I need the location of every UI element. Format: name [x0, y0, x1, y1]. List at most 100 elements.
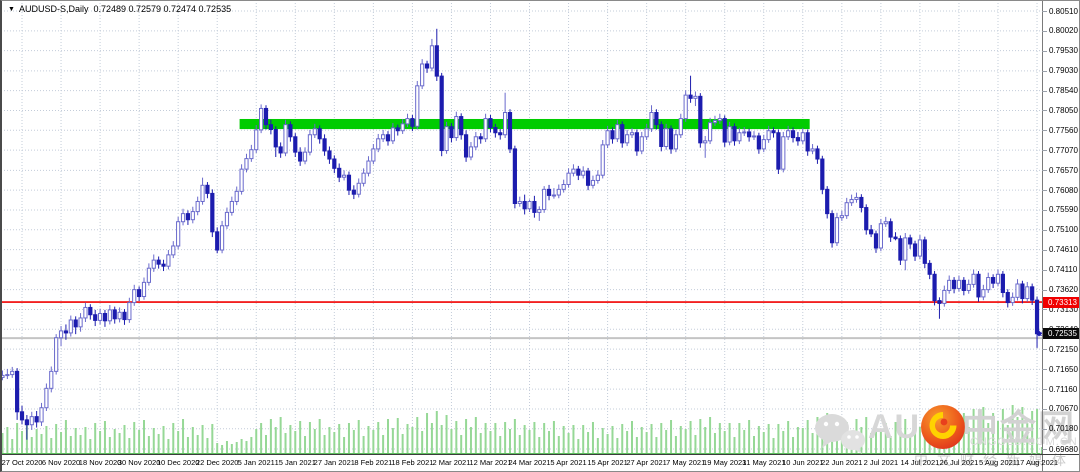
volume-bar [352, 430, 355, 453]
price-axis-label: 0.70180 [1049, 424, 1078, 434]
candle-body [122, 311, 127, 321]
volume-bar [465, 419, 468, 453]
candle-body [185, 213, 191, 221]
volume-bar [284, 433, 287, 453]
chart-title: AUDUSD-S,Daily 0.72489 0.72579 0.72474 0… [18, 4, 232, 14]
candle-body [244, 158, 249, 170]
candle-body [102, 313, 108, 322]
volume-bar [221, 445, 224, 453]
candle-body [34, 416, 39, 423]
candle-body [166, 254, 171, 267]
volume-bar [191, 427, 194, 453]
volume-bar [1016, 417, 1019, 453]
volume-bar [997, 421, 999, 453]
volume-bar [313, 429, 316, 453]
candle-body [532, 200, 537, 213]
volume-bar [674, 436, 677, 453]
candle-body [971, 273, 976, 285]
time-axis-label: 14 Jul 2021 [900, 458, 940, 467]
volume-bar [328, 427, 331, 453]
volume-bar [601, 428, 604, 453]
candle-body [707, 122, 713, 142]
volume-bar [533, 422, 536, 453]
volume-bar [957, 423, 960, 453]
volume-bar [796, 427, 799, 453]
volume-bar [938, 423, 941, 453]
volume-bar [343, 437, 346, 453]
volume-bar [723, 431, 726, 453]
candle-body [171, 245, 176, 256]
chart-menu-arrow-icon[interactable]: ▼ [8, 5, 15, 13]
candle-body [263, 107, 269, 126]
candle-body [854, 196, 859, 200]
volume-bar [821, 425, 824, 453]
candle-body [976, 273, 981, 298]
price-axis-label: 0.72150 [1049, 344, 1078, 354]
volume-bar [572, 425, 575, 453]
price-chart-canvas[interactable] [2, 1, 1042, 472]
volume-bar [806, 420, 809, 453]
candle-body [668, 128, 674, 150]
candle-body [551, 194, 557, 197]
time-axis-label: 7 May 2021 [666, 458, 706, 467]
volume-bar [831, 429, 834, 453]
candle-body [429, 45, 435, 69]
candle-body [864, 207, 869, 231]
volume-bar [523, 425, 526, 453]
candle-body [776, 132, 781, 170]
time-axis-label: 22 Jun 2021 [821, 458, 863, 467]
candle-body [512, 148, 517, 205]
volume-bar [186, 437, 189, 453]
candle-body [629, 132, 635, 136]
price-axis-label: 0.71650 [1049, 364, 1078, 374]
time-axis-label: 5 Apr 2021 [550, 458, 587, 467]
candle-body [400, 123, 405, 132]
candle-body [581, 170, 586, 176]
time-axis-label: 8 Feb 2021 [354, 458, 393, 467]
candle-body [415, 85, 420, 127]
current-price-tag: 0.72535 [1043, 328, 1079, 340]
candle-body [454, 116, 459, 139]
volume-bar [430, 423, 433, 453]
candle-body [522, 200, 527, 210]
volume-bar [299, 421, 302, 453]
price-axis-tick [1042, 408, 1047, 410]
candle-body [156, 259, 161, 265]
candle-body [542, 188, 547, 211]
volume-bar [367, 426, 370, 453]
volume-bar [826, 413, 829, 453]
candle-body [73, 319, 78, 328]
price-axis-label: 0.71160 [1049, 384, 1078, 394]
candle-body [259, 107, 264, 131]
candle-body [878, 223, 883, 249]
candle-body [68, 319, 73, 334]
volume-bar [650, 424, 653, 453]
volume-bar [416, 417, 419, 453]
time-axis-separator [2, 454, 1079, 455]
candle-body [717, 118, 722, 122]
candle-body [395, 127, 400, 132]
candle-body [381, 134, 386, 140]
candle-body [444, 126, 449, 152]
price-axis-tick [1042, 389, 1047, 391]
candle-body [956, 279, 962, 289]
candle-body [239, 168, 244, 192]
candle-body [908, 237, 913, 245]
price-axis-label: 0.77560 [1049, 125, 1078, 135]
volume-bar [977, 419, 980, 453]
candle-body [556, 188, 561, 196]
candle-body [78, 317, 83, 328]
candle-body [620, 124, 625, 144]
candle-body [634, 132, 639, 152]
volume-bar [665, 430, 668, 453]
candle-body [566, 172, 571, 186]
candle-body [493, 126, 498, 134]
candle-body [107, 309, 112, 322]
candle-body [1025, 286, 1030, 300]
price-axis-tick [1042, 90, 1047, 92]
candle-body [449, 126, 454, 139]
candle-body [132, 289, 137, 304]
candle-body [385, 134, 391, 142]
volume-bar [757, 426, 760, 453]
volume-bar [196, 435, 199, 453]
